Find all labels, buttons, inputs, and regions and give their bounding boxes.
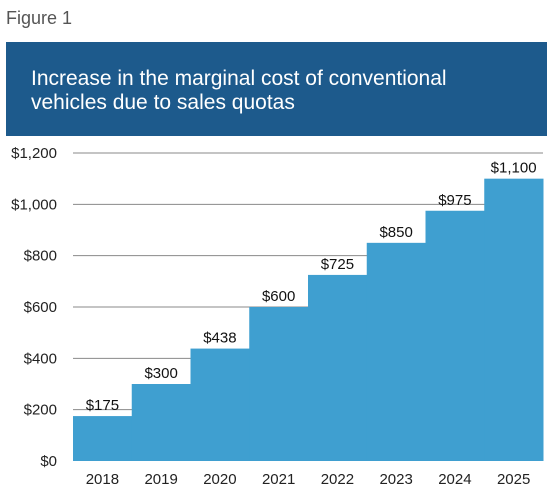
x-tick-label: 2019 [144,471,177,488]
data-label: $1,100 [491,160,537,177]
figure-label: Figure 1 [6,8,73,28]
bar [131,384,191,461]
data-label: $600 [262,288,295,305]
data-label: $300 [144,365,177,382]
data-label: $438 [203,330,236,347]
bar [190,348,250,461]
bar [425,210,485,461]
x-tick-label: 2022 [321,471,354,488]
y-tick-label: $600 [24,299,57,316]
x-tick-label: 2024 [438,471,471,488]
bar [308,274,368,461]
bar [249,307,309,461]
y-tick-label: $200 [24,402,57,419]
x-tick-label: 2025 [497,471,530,488]
bar [366,242,426,461]
x-tick-label: 2023 [379,471,412,488]
y-tick-label: $800 [24,248,57,265]
x-tick-label: 2020 [203,471,236,488]
y-tick-label: $1,200 [11,145,57,162]
title-banner: Increase in the marginal cost of convent… [6,42,547,136]
data-label: $725 [321,256,354,273]
bar [484,178,544,461]
data-label: $175 [86,397,119,414]
data-label: $850 [379,224,412,241]
chart-title: Increase in the marginal cost of convent… [31,67,447,114]
y-tick-label: $400 [24,350,57,367]
y-tick-label: $0 [40,453,57,470]
y-tick-label: $1,000 [11,196,57,213]
bar [73,416,133,461]
data-label: $975 [438,192,471,209]
x-tick-label: 2018 [86,471,119,488]
x-tick-label: 2021 [262,471,295,488]
